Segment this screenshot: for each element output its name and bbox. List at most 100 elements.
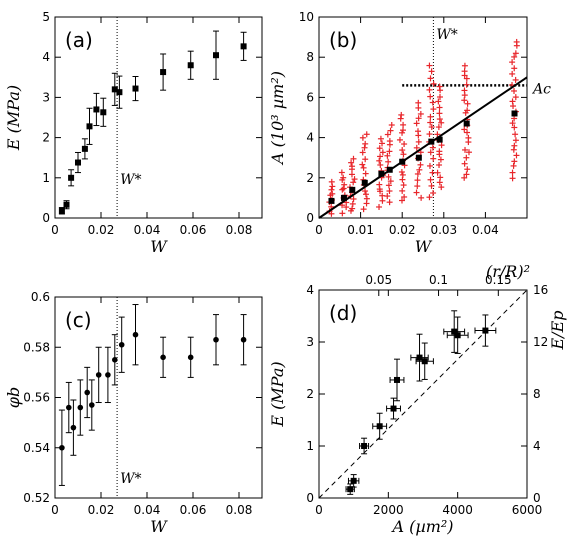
panel-d-y-tick-label: 2 (306, 387, 314, 401)
panel-d-data-point (390, 405, 397, 412)
panel-a-y-tick-label: 0 (42, 211, 50, 225)
panel-b-scatter-point (361, 144, 368, 151)
panel-b-scatter-point (339, 210, 346, 217)
panel-c-data-point (187, 354, 194, 361)
panel-b-scatter-point (430, 80, 437, 87)
panel-b-mean-point (361, 179, 368, 186)
panel-b-scatter-point (434, 131, 441, 138)
panel-b-scatter-point (464, 100, 471, 107)
panel-b-scatter-point (399, 129, 406, 136)
panel-b-x-axis-label: W (415, 237, 433, 256)
panel-b-scatter-point (465, 134, 472, 141)
panel-a-panel-label: (a) (65, 28, 93, 52)
panel-b-scatter-point (413, 189, 420, 196)
panel-b-mean-point (511, 110, 518, 117)
panel-b-scatter-point (427, 75, 434, 82)
panel-b-scatter-point (436, 161, 443, 168)
panel-d-y-tick-label: 0 (306, 491, 314, 505)
panel-b-scatter-point (386, 148, 393, 155)
panel-b-scatter-point (387, 127, 394, 134)
panel-b-scatter-point (385, 182, 392, 189)
panel-b-scatter-point (512, 94, 519, 101)
panel-b-scatter-point (384, 152, 391, 159)
panel-b-scatter-point (512, 131, 519, 138)
panel-d-x-tick-label: 0 (315, 503, 323, 517)
panel-c-data-point (160, 354, 166, 361)
panel-b-scatter-point (436, 83, 443, 90)
panel-b-scatter-point (509, 98, 516, 105)
panel-a-data-point (93, 106, 100, 113)
panel-b-scatter-point (415, 115, 422, 122)
panel-b-scatter-point (379, 197, 386, 204)
panel-b-y-axis-label: A (10³ µm²) (268, 71, 287, 166)
panel-c-x-tick-label: 0.02 (88, 503, 115, 517)
panel-c-data-point (112, 357, 118, 363)
panel-b-scatter-point (386, 138, 393, 145)
panel-a-frame (54, 16, 263, 219)
panel-b-scatter-point (398, 111, 405, 118)
panel-b-mean-point (349, 186, 356, 193)
panel-b-scatter-point (377, 161, 384, 168)
panel-b-scatter-point (387, 178, 394, 185)
panel-b-scatter-point (401, 141, 408, 148)
panel-b-scatter-point (461, 87, 468, 94)
panel-b-scatter-point (386, 199, 393, 206)
panel-b-scatter-point (399, 127, 406, 134)
panel-b-scatter-point (414, 170, 421, 177)
panel-b-scatter-point (437, 174, 444, 181)
panel-d-data-point (421, 358, 428, 365)
panel-c-x-tick-label: 0.06 (180, 503, 207, 517)
panel-a-data-point (240, 43, 247, 50)
panel-d-data-point (416, 354, 423, 361)
panel-b-scatter-point (437, 156, 444, 163)
panel-b-scatter-point (464, 107, 471, 114)
panel-b-scatter-point (435, 98, 442, 105)
panel-b-scatter-point (413, 120, 420, 127)
panel-c-x-tick-label: 0 (51, 503, 59, 517)
panel-b-scatter-point (511, 142, 518, 149)
panel-b-x-tick-label: 0.03 (430, 223, 457, 237)
panel-b-scatter-point (463, 154, 470, 161)
panel-a-x-tick-label: 0.02 (88, 223, 115, 237)
panel-b-scatter-point (348, 159, 355, 166)
panel-a-data-point (75, 159, 81, 166)
panel-b-scatter-point (377, 153, 384, 160)
panel-b-scatter-point (328, 178, 335, 185)
panel-b-scatter-point (438, 119, 445, 126)
panel-b-scatter-point (349, 200, 356, 207)
panel-a-x-tick-label: 0.06 (180, 223, 207, 237)
panel-b-scatter-point (341, 181, 348, 188)
panel-b-scatter-point (436, 148, 443, 155)
panel-b-scatter-point (509, 120, 516, 127)
panel-b-scatter-point (511, 115, 518, 122)
panel-b-scatter-point (436, 93, 443, 100)
panel-b-scatter-point (376, 145, 383, 152)
panel-a-data-point (213, 52, 219, 59)
panel-b-scatter-point (511, 124, 518, 131)
panel-b-scatter-point (329, 190, 336, 197)
panel-c-data-point (59, 444, 65, 451)
panel-d-y-axis-label: E (MPa) (268, 361, 287, 427)
panel-b-scatter-point (362, 140, 369, 147)
panel-a-data-point (160, 69, 167, 76)
panel-c-data-point (66, 404, 72, 411)
panel-c-panel-label: (c) (65, 308, 92, 332)
panel-b-scatter-point (413, 144, 420, 151)
panel-a-data-point (68, 174, 75, 181)
panel-b-scatter-point (363, 131, 370, 138)
panel-b-y-tick-label: 2 (306, 171, 314, 185)
panel-d-y-tick-label: 1 (306, 439, 314, 453)
panel-c-data-point (70, 424, 77, 431)
panel-a-wstar-label: W* (120, 172, 141, 188)
panel-b-scatter-point (414, 177, 421, 184)
panel-b-y-tick-label: 10 (299, 10, 314, 24)
panel-b-scatter-point (511, 53, 518, 60)
panel-b-fit-line (318, 76, 528, 219)
panel-c-y-tick-label: 0.58 (23, 340, 50, 354)
panel-b-scatter-point (436, 104, 443, 111)
panel-b-scatter-point (414, 183, 421, 190)
panel-b-scatter-point (379, 149, 386, 156)
panel-b-scatter-point (376, 181, 383, 188)
panel-b-scatter-point (385, 173, 392, 180)
panel-b-scatter-point (511, 87, 518, 94)
